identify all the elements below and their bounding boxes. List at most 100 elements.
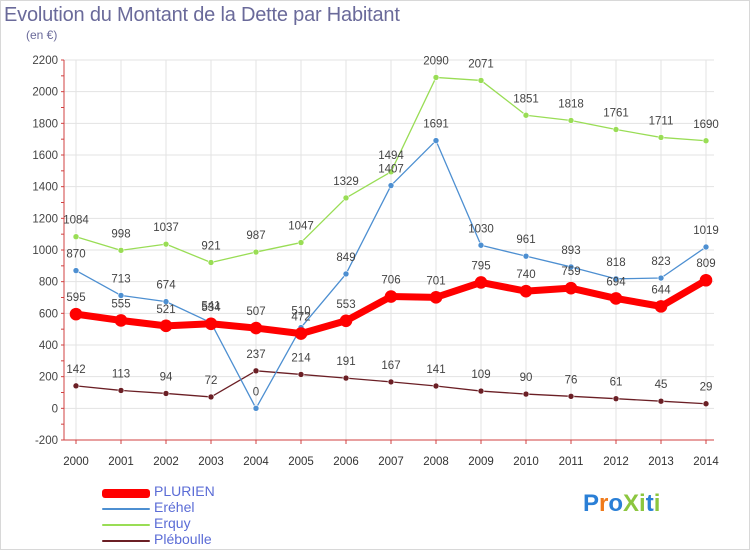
- data-point: [522, 252, 530, 260]
- logo-letter: o: [608, 490, 624, 517]
- legend-swatch: [102, 508, 150, 510]
- data-label: 76: [565, 374, 578, 386]
- data-point: [69, 307, 83, 321]
- data-point: [477, 241, 485, 249]
- data-point: [252, 248, 260, 256]
- data-point: [522, 111, 530, 119]
- data-point: [207, 393, 215, 401]
- data-point: [567, 392, 575, 400]
- data-point: [567, 117, 575, 124]
- data-label: 713: [111, 273, 130, 285]
- data-label: 45: [655, 379, 668, 391]
- data-point: [252, 405, 260, 412]
- data-point: [519, 284, 533, 298]
- data-label: 1690: [693, 119, 719, 131]
- data-point: [72, 233, 80, 240]
- data-point: [114, 314, 128, 327]
- data-label: 2090: [423, 55, 449, 67]
- logo-letter: i: [639, 490, 646, 517]
- data-point: [564, 281, 578, 295]
- data-label: 818: [606, 257, 625, 269]
- data-label: 1851: [513, 93, 539, 105]
- data-point: [252, 367, 260, 375]
- data-label: 961: [516, 234, 535, 246]
- data-label: 644: [651, 284, 671, 296]
- data-point: [207, 259, 215, 266]
- data-label: 141: [426, 364, 445, 376]
- data-point: [657, 274, 665, 282]
- data-label: 674: [156, 280, 176, 292]
- data-point: [657, 397, 665, 405]
- data-label: 61: [610, 377, 623, 389]
- data-label: 2071: [468, 58, 494, 70]
- data-label: 1047: [288, 221, 314, 233]
- y-tick-label: 2200: [32, 55, 58, 67]
- data-label: 553: [336, 299, 355, 311]
- data-point: [162, 298, 170, 305]
- data-label: 142: [66, 364, 85, 376]
- logo-letter: i: [653, 490, 661, 517]
- data-point: [699, 273, 713, 287]
- data-label: 870: [66, 249, 85, 261]
- x-tick-label: 2011: [559, 456, 584, 468]
- data-point: [702, 137, 710, 145]
- legend-label: Eréhel: [154, 499, 195, 515]
- x-tick-label: 2007: [378, 456, 404, 468]
- data-label: 987: [246, 230, 265, 242]
- y-tick-label: 800: [39, 277, 58, 289]
- legend-swatch: [102, 540, 150, 542]
- x-tick-label: 2010: [513, 456, 539, 468]
- data-point: [162, 390, 170, 397]
- y-tick-label: 400: [39, 340, 58, 352]
- data-label: 740: [516, 269, 535, 281]
- data-point: [72, 267, 80, 274]
- data-label: 507: [246, 306, 265, 318]
- data-label: 0: [253, 386, 259, 398]
- data-label: 595: [66, 292, 85, 304]
- x-tick-label: 2000: [63, 456, 89, 468]
- data-label: 109: [471, 369, 490, 381]
- data-label: 849: [336, 252, 355, 264]
- data-point: [387, 168, 395, 176]
- data-label: 1691: [423, 119, 449, 131]
- data-label: 1084: [63, 215, 89, 227]
- data-point: [522, 390, 530, 398]
- data-label: 1329: [333, 176, 359, 188]
- data-point: [342, 374, 350, 382]
- data-label: 534: [201, 302, 221, 314]
- y-tick-label: -200: [35, 435, 58, 447]
- x-tick-label: 2006: [333, 456, 359, 468]
- data-point: [117, 387, 125, 394]
- x-tick-label: 2012: [603, 456, 629, 468]
- x-tick-label: 2008: [423, 456, 449, 468]
- legend-label: PLURIEN: [154, 483, 215, 499]
- data-label: 94: [160, 371, 173, 383]
- y-tick-label: 200: [39, 372, 58, 384]
- data-label: 921: [201, 241, 220, 253]
- data-point: [387, 378, 395, 386]
- x-tick-label: 2009: [468, 456, 494, 468]
- data-label: 1019: [693, 225, 719, 237]
- x-tick-label: 2005: [288, 456, 314, 468]
- data-point: [612, 395, 620, 402]
- x-tick-label: 2003: [198, 456, 224, 468]
- data-point: [339, 314, 353, 328]
- data-point: [117, 247, 125, 254]
- data-label: 823: [651, 256, 670, 268]
- data-point: [612, 126, 620, 133]
- data-label: 1030: [468, 223, 494, 235]
- y-tick-label: 600: [39, 308, 58, 320]
- chart-title: Evolution du Montant de la Dette par Hab…: [4, 4, 400, 26]
- data-label: 521: [156, 304, 175, 316]
- data-label: 694: [606, 276, 626, 288]
- data-label: 795: [471, 260, 490, 272]
- data-label: 998: [111, 228, 130, 240]
- data-point: [297, 239, 305, 246]
- data-label: 809: [696, 258, 715, 270]
- data-point: [432, 74, 440, 81]
- data-point: [702, 243, 710, 251]
- y-tick-label: 1800: [32, 118, 58, 130]
- x-tick-label: 2002: [153, 456, 179, 468]
- data-point: [294, 327, 308, 340]
- data-point: [567, 263, 575, 271]
